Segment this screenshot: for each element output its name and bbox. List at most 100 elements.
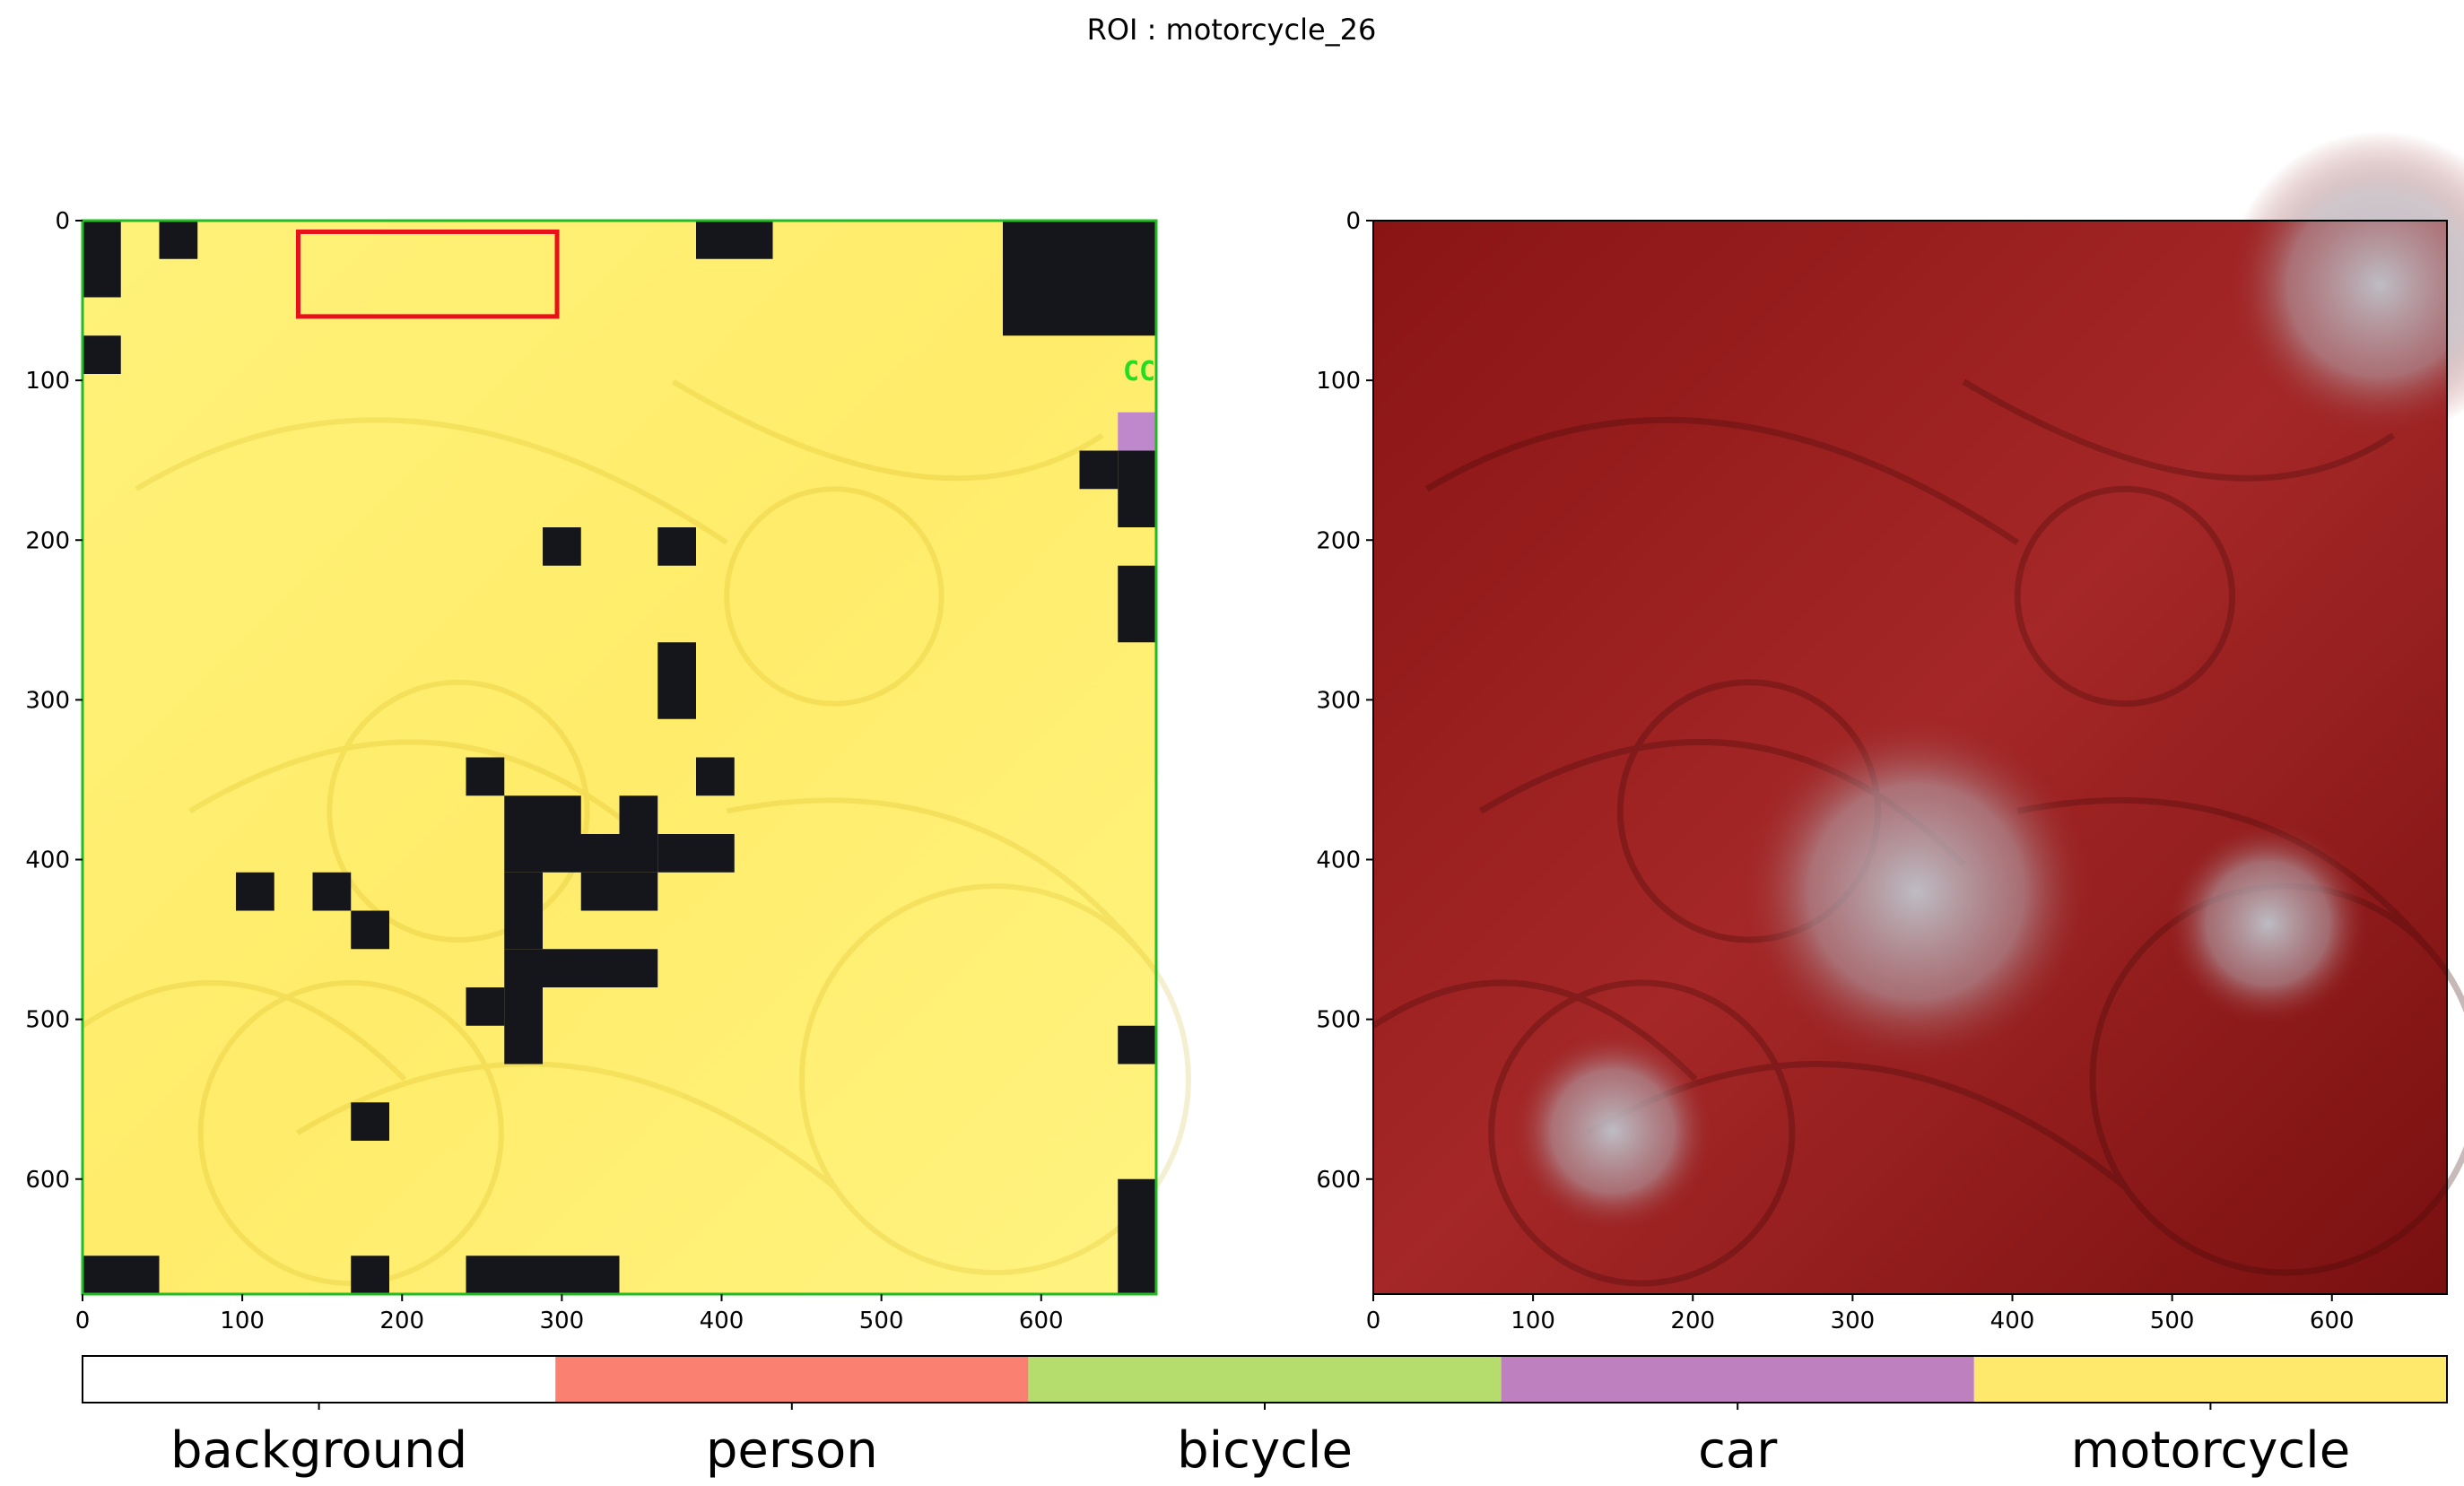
legend-label: car bbox=[1698, 1421, 1778, 1480]
dark-cell bbox=[1118, 1025, 1156, 1065]
car-cell bbox=[1118, 412, 1156, 451]
dark-cell bbox=[504, 987, 543, 1065]
dark-cell bbox=[1079, 450, 1119, 490]
y-tick-label: 400 bbox=[25, 847, 70, 874]
legend-swatch bbox=[1973, 1356, 2447, 1403]
texture-stroke bbox=[726, 797, 1159, 974]
legend-label: motorcycle bbox=[2071, 1421, 2351, 1480]
legend-label: bicycle bbox=[1177, 1421, 1353, 1480]
texture-stroke bbox=[188, 739, 675, 867]
legend-label: background bbox=[170, 1421, 467, 1480]
dark-cell bbox=[1118, 450, 1156, 527]
dark-cell bbox=[466, 1256, 620, 1294]
legend-swatch bbox=[555, 1356, 1029, 1403]
y-tick-label: 0 bbox=[55, 208, 70, 235]
dark-cell bbox=[83, 221, 121, 298]
low-activation-spot bbox=[1737, 712, 2096, 1071]
class-colorbar: background person bicycle car motorcycle bbox=[82, 1355, 2448, 1480]
left-panel: CC 0 100 200 300 400 500 600 0 100 200 300 400 500 60… bbox=[25, 208, 1191, 1334]
x-tick-label: 500 bbox=[2150, 1308, 2195, 1334]
dark-cell bbox=[657, 834, 735, 873]
dark-cell bbox=[466, 987, 505, 1026]
texture-circle bbox=[798, 883, 1191, 1276]
y-tick-label: 500 bbox=[1316, 1007, 1361, 1034]
dark-cell bbox=[504, 949, 658, 987]
x-tick-label: 100 bbox=[1511, 1308, 1555, 1334]
dark-cell bbox=[83, 335, 121, 374]
right-axes: 0 100 200 300 400 500 600 0 100 200 300 400 500 600 bbox=[1316, 208, 2354, 1334]
y-tick-label: 0 bbox=[1345, 208, 1361, 235]
texture-stroke bbox=[671, 378, 1104, 482]
dark-cell bbox=[1003, 221, 1156, 336]
y-tick-label: 200 bbox=[1316, 527, 1361, 554]
x-tick-label: 200 bbox=[1670, 1308, 1715, 1334]
y-tick-label: 500 bbox=[25, 1007, 70, 1034]
texture-stroke bbox=[295, 1061, 836, 1189]
dark-cell bbox=[657, 527, 696, 566]
dark-cell bbox=[236, 872, 274, 911]
dark-cell bbox=[1118, 565, 1156, 643]
y-tick-label: 100 bbox=[1316, 368, 1361, 395]
texture-stroke bbox=[1425, 416, 2020, 546]
x-tick-label: 0 bbox=[1366, 1308, 1381, 1334]
dark-cell bbox=[351, 1102, 389, 1141]
dark-cell bbox=[504, 872, 543, 950]
y-tick-label: 400 bbox=[1316, 847, 1361, 874]
y-tick-label: 200 bbox=[25, 527, 70, 554]
left-image bbox=[83, 221, 1156, 1294]
low-activation-spot bbox=[2226, 131, 2464, 439]
x-tick-label: 100 bbox=[220, 1308, 265, 1334]
overlay-text: CC bbox=[1123, 356, 1155, 387]
figure-title: ROI : motorcycle_26 bbox=[1087, 13, 1377, 47]
texture-circle bbox=[724, 486, 945, 707]
y-tick-label: 300 bbox=[1316, 687, 1361, 714]
legend-swatch bbox=[1028, 1356, 1502, 1403]
dark-cell bbox=[312, 872, 352, 911]
x-tick-label: 300 bbox=[540, 1308, 585, 1334]
x-tick-label: 200 bbox=[379, 1308, 424, 1334]
y-tick-label: 600 bbox=[25, 1167, 70, 1194]
dark-cell bbox=[504, 834, 620, 873]
legend-swatch bbox=[83, 1356, 556, 1403]
texture-stroke bbox=[135, 417, 728, 545]
y-tick-label: 300 bbox=[25, 687, 70, 714]
dark-cell bbox=[83, 1256, 160, 1294]
x-tick-label: 400 bbox=[1990, 1308, 2035, 1334]
x-tick-label: 600 bbox=[2310, 1308, 2355, 1334]
y-tick-label: 600 bbox=[1316, 1167, 1361, 1194]
low-activation-regions bbox=[1511, 131, 2464, 1234]
texture-circle bbox=[1488, 979, 1796, 1287]
dark-cell bbox=[1118, 1178, 1156, 1294]
right-panel: 0 100 200 300 400 500 600 0 100 200 300 400 500 600 bbox=[1316, 131, 2464, 1334]
dark-cell bbox=[543, 527, 581, 566]
dark-cell bbox=[504, 795, 581, 834]
x-tick-label: 600 bbox=[1019, 1308, 1064, 1334]
dark-cells bbox=[83, 221, 1156, 1294]
texture-stroke bbox=[1962, 378, 2396, 482]
right-frame bbox=[1372, 220, 2448, 1295]
dark-cell bbox=[619, 795, 658, 873]
low-activation-spot bbox=[1511, 1029, 1716, 1234]
x-tick-label: 500 bbox=[859, 1308, 904, 1334]
texture-circle bbox=[327, 679, 590, 943]
dark-cell bbox=[580, 872, 658, 911]
left-axes: 0 100 200 300 400 500 600 0 100 200 300 400 500 600 bbox=[25, 208, 1063, 1334]
dark-cell bbox=[657, 642, 696, 719]
dark-cell bbox=[351, 910, 389, 950]
dark-cell bbox=[696, 757, 735, 796]
legend-label: person bbox=[706, 1421, 878, 1480]
texture-stroke bbox=[81, 980, 407, 1082]
low-activation-spot bbox=[2165, 821, 2371, 1026]
dark-cell bbox=[351, 1256, 389, 1294]
x-tick-label: 300 bbox=[1831, 1308, 1876, 1334]
legend-frame bbox=[82, 1355, 2448, 1403]
roi-box bbox=[295, 229, 560, 319]
legend-swatch bbox=[1501, 1356, 1974, 1403]
left-border bbox=[81, 219, 1158, 1296]
dark-cell bbox=[466, 757, 505, 796]
texture-circle bbox=[2014, 485, 2236, 708]
dark-cell bbox=[696, 221, 773, 259]
dark-cell bbox=[159, 221, 198, 259]
y-tick-label: 100 bbox=[25, 368, 70, 395]
